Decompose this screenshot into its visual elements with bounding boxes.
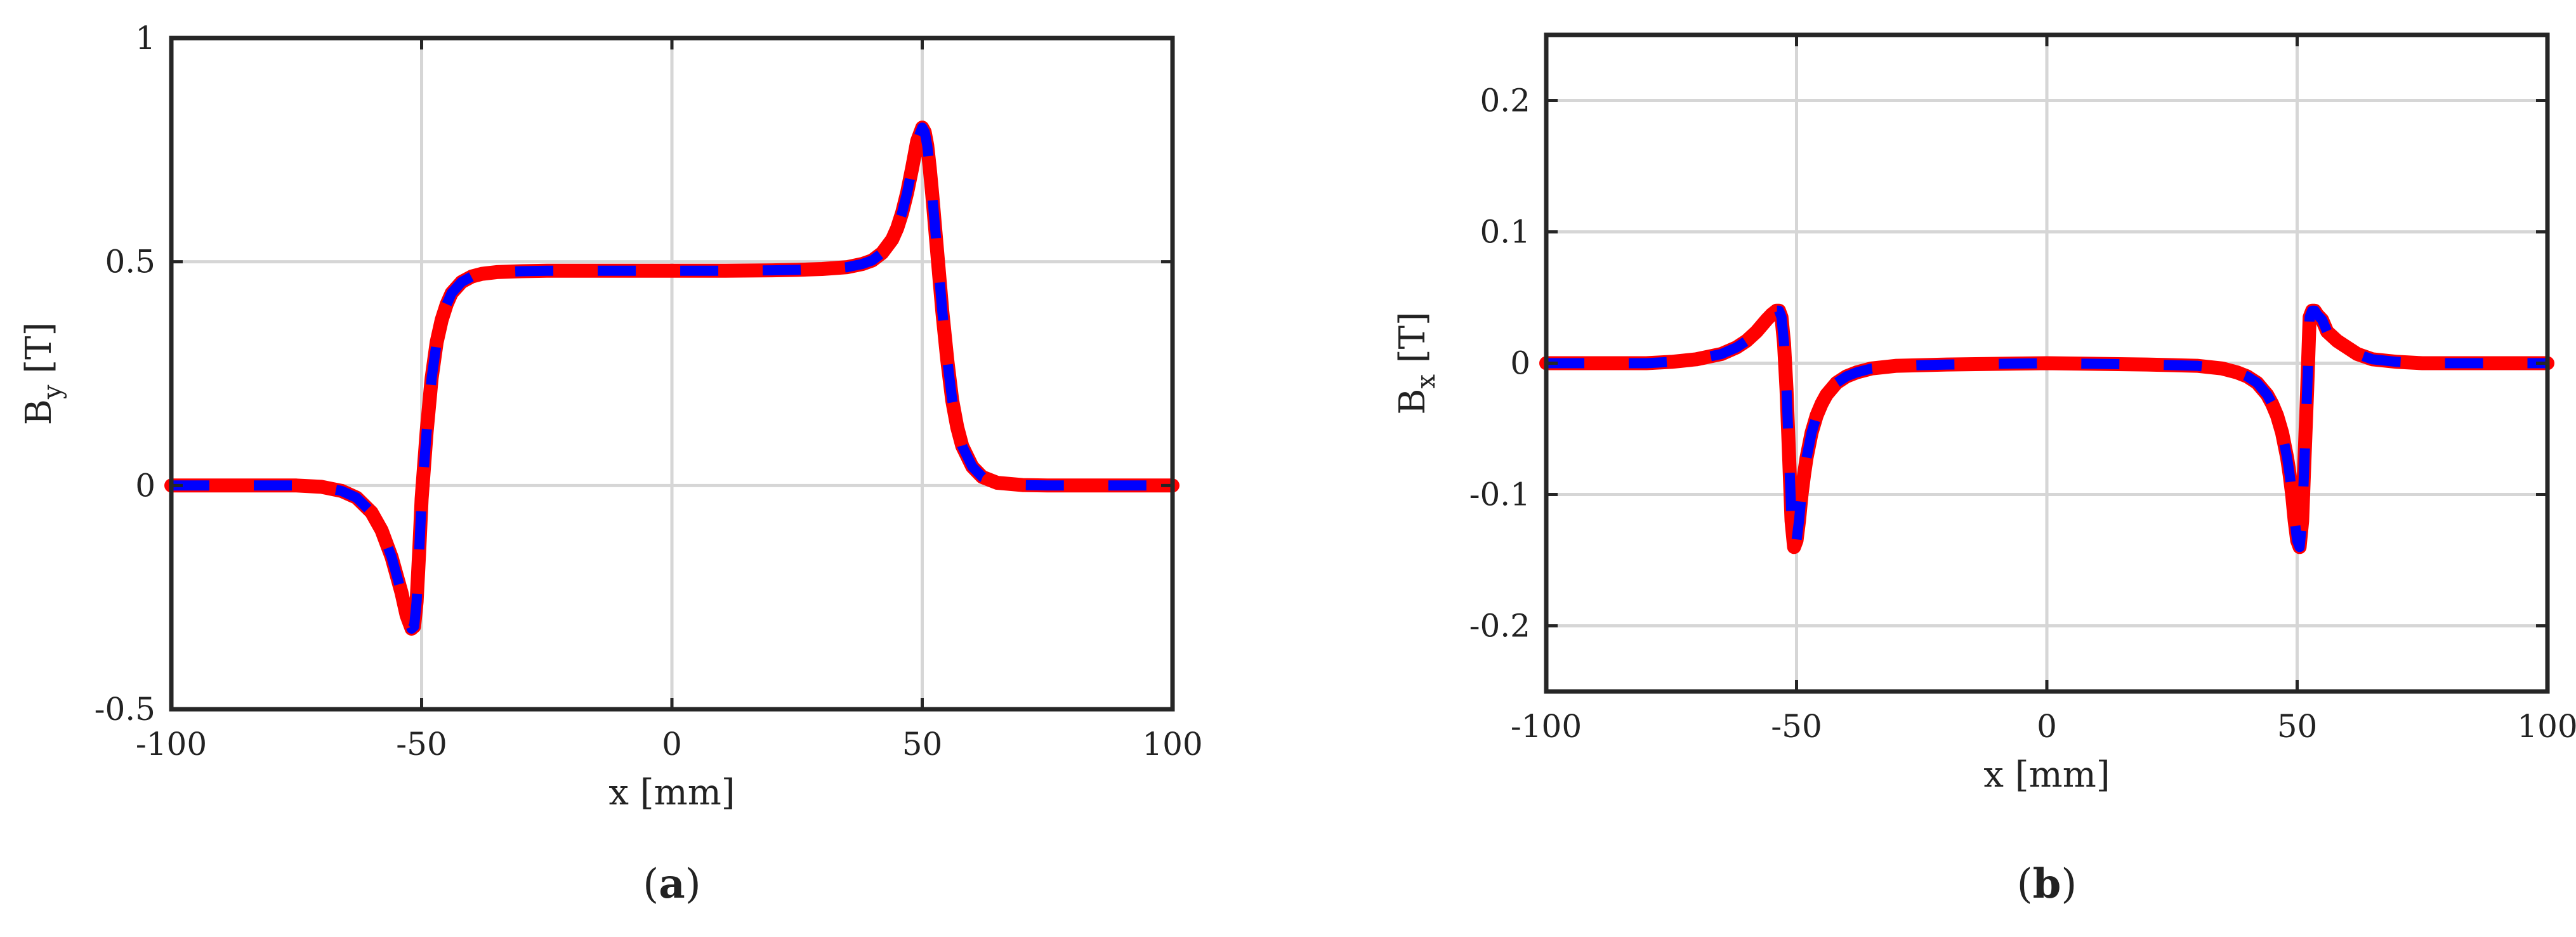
x-tick-label: 0 [2037,708,2057,745]
panel-a: -100 -50 0 50 100 -0.5 0 0.5 1 x [mm] By [T] (a) [18,20,1203,908]
panel-label: (a) [643,860,700,908]
series-line-blue [1546,305,2547,553]
y-axis-label: Bx [T] [1392,311,1441,415]
panel-label: (b) [2017,860,2077,908]
y-tick-label: 0.2 [1480,82,1530,119]
y-tick-label: 0.1 [1480,214,1530,251]
y-axis-label-subscript: x [1412,374,1441,389]
y-tick-label: -0.1 [1469,476,1530,513]
y-tick-label: 0.5 [105,244,155,280]
x-tick-label: -50 [1771,708,1822,745]
y-tick-label: 1 [135,20,155,56]
x-tick-label: -100 [136,726,207,763]
panel-b: -100 -50 0 50 100 -0.2 -0.1 0 0.1 0.2 x [mm] Bx [T]… [1392,32,2576,908]
x-tick-label: 100 [1142,726,1202,763]
y-tick-label: 0 [1510,345,1530,382]
y-axis-label-main: B [18,399,60,425]
x-tick-label: 0 [662,726,682,763]
x-tick-label: 100 [2517,708,2576,745]
y-axis-label-main: B [1392,389,1433,415]
x-tick-label: -50 [396,726,447,763]
y-tick-label: -0.2 [1469,608,1530,645]
y-tick-label: -0.5 [95,691,155,728]
y-axis-label-subscript: y [38,384,67,400]
y-axis-label-unit: [T] [18,322,60,385]
series-line-blue [171,122,1173,634]
x-tick-label: 50 [902,726,943,763]
y-tick-label: 0 [135,467,155,504]
x-axis-label: x [mm] [608,772,735,813]
y-axis-label: By [T] [18,322,67,426]
x-tick-label: -100 [1511,708,1582,745]
x-tick-label: 50 [2277,708,2318,745]
x-axis-label: x [mm] [1983,754,2110,796]
y-axis-label-unit: [T] [1392,311,1433,374]
